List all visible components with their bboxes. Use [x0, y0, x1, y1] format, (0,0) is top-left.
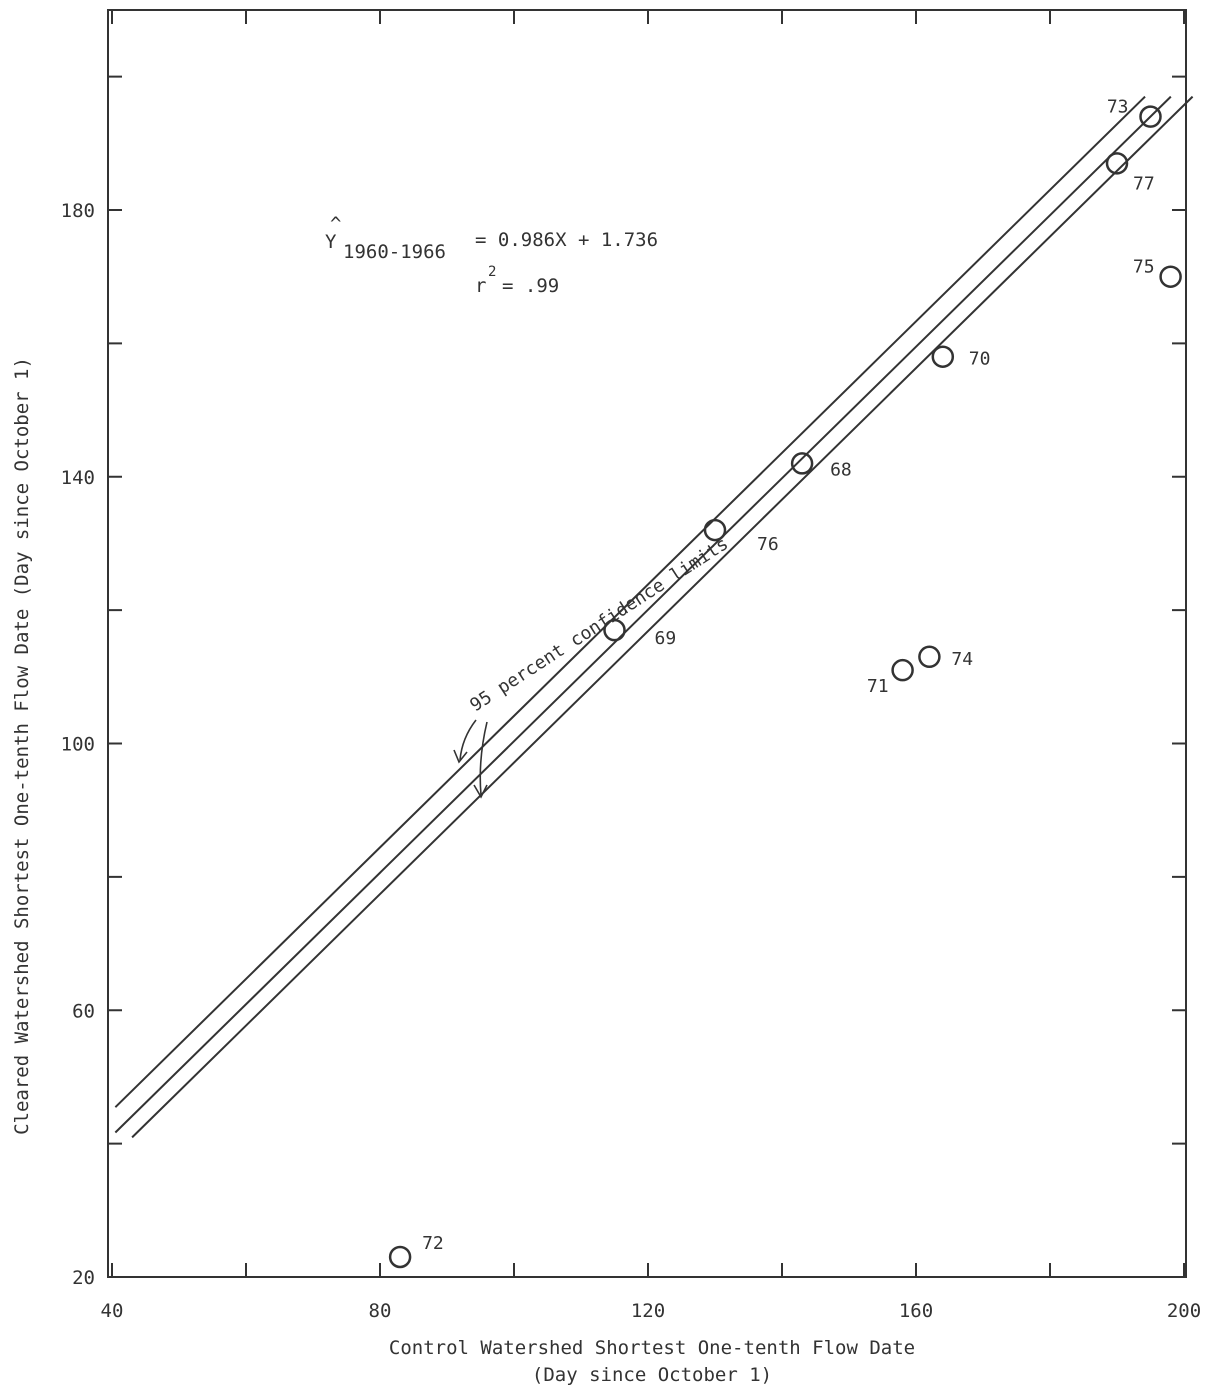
upper-confidence-line: [114, 95, 1146, 1108]
regression-equation: ^ Y 1960-1966 = 0.986X + 1.736 r 2 = .99: [325, 213, 658, 297]
yhat-subscript: 1960-1966: [343, 241, 446, 263]
r2-base: r: [475, 275, 486, 297]
data-point-label: 74: [951, 649, 973, 670]
data-point-label: 68: [830, 459, 852, 480]
data-point: [388, 1245, 412, 1269]
data-point: [703, 518, 727, 542]
equation-rhs: = 0.986X + 1.736: [475, 229, 658, 251]
x-tick-label: 160: [899, 1300, 933, 1322]
x-axis-title-line1: Control Watershed Shortest One-tenth Flo…: [389, 1337, 915, 1359]
data-point-label: 72: [422, 1233, 444, 1254]
axis-ticks: [108, 10, 1186, 1278]
data-point: [790, 452, 814, 475]
y-tick-label: 100: [61, 734, 95, 756]
data-point-label: 76: [757, 534, 779, 555]
data-point: [918, 645, 941, 669]
data-point-label: 73: [1107, 97, 1129, 118]
data-point-label: 71: [867, 676, 889, 697]
y-tick-label: 60: [72, 1000, 95, 1022]
regression-lines: [114, 95, 1194, 1139]
y-axis-title: Cleared Watershed Shortest One-tenth Flo…: [11, 357, 33, 1135]
ci-arrow-lower: [479, 721, 488, 796]
yhat-symbol: Y: [325, 231, 337, 253]
ci-arrow-lower-head: [473, 784, 488, 799]
y-tick-label: 180: [61, 200, 95, 222]
data-point: [603, 618, 626, 642]
regression-line: [114, 95, 1172, 1134]
data-point-label: 69: [655, 628, 677, 649]
y-tick-label: 20: [72, 1267, 95, 1289]
r2-rhs: = .99: [502, 275, 559, 297]
yhat-hat: ^: [330, 213, 341, 235]
plot-frame: [107, 9, 1187, 1278]
x-tick-label: 80: [369, 1300, 392, 1322]
data-point: [1139, 105, 1162, 128]
r2-superscript: 2: [488, 264, 496, 280]
ci-arrow-upper-head: [453, 749, 468, 764]
data-point: [1105, 152, 1129, 175]
confidence-limits-label: 95 percent confidence limits: [466, 533, 732, 716]
data-point: [931, 345, 955, 368]
x-axis-title-line2: (Day since October 1): [532, 1364, 772, 1386]
data-point-label: 77: [1133, 173, 1155, 194]
data-point: [891, 658, 914, 682]
axis-tick-labels: 40 80 120 160 200 20 60 100 140 180: [61, 200, 1201, 1322]
x-tick-label: 40: [101, 1300, 124, 1322]
y-tick-label: 140: [61, 467, 95, 489]
data-point-label: 70: [969, 349, 991, 370]
data-point-label: 75: [1133, 257, 1155, 278]
x-tick-label: 120: [631, 1300, 665, 1322]
data-point: [1159, 265, 1182, 288]
lower-confidence-line: [131, 95, 1194, 1139]
x-tick-label: 200: [1167, 1300, 1201, 1322]
ci-arrow-upper: [459, 719, 477, 761]
data-points: 72 69 76 68 70 71 74 77 73 75: [388, 97, 1182, 1269]
